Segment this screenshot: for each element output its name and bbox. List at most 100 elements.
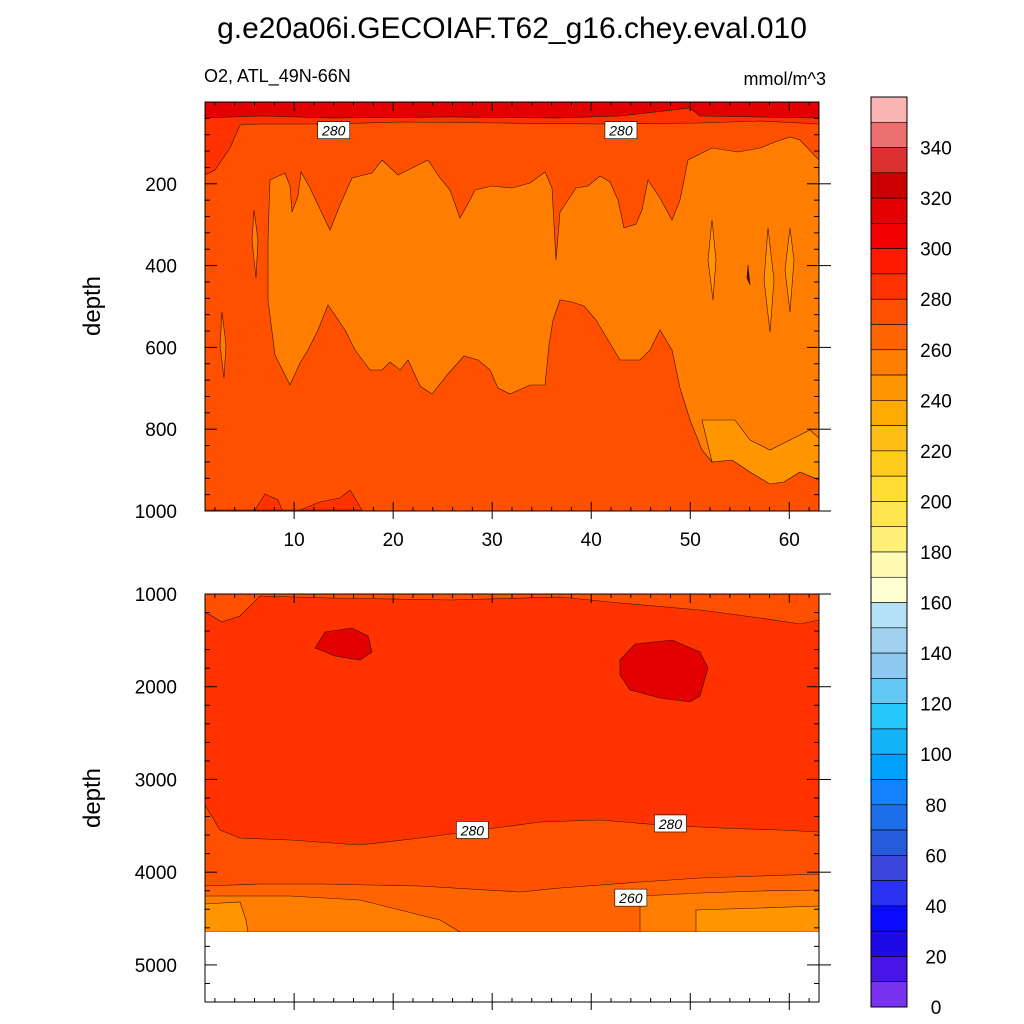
colorbar-label: 100 [920,745,952,766]
colorbar-swatch [870,526,908,553]
colorbar-label: 60 [925,846,946,867]
colorbar-frame [870,96,908,1008]
colorbar-swatch [870,627,908,654]
colorbar-swatch [870,981,908,1008]
upper-contour-fill-patch-edge [219,311,227,379]
upper-contour-fill-260 [267,136,819,485]
colorbar-swatch [870,121,908,148]
upper-y-tick-label: 800 [145,420,177,441]
lower-y-tick-label: 5000 [135,956,177,977]
contour-label: 280 [658,816,683,832]
upper-y-tick-label: 1000 [135,502,177,523]
colorbar-swatch [870,703,908,730]
colorbar-swatch [870,248,908,275]
colorbar-swatch [870,652,908,679]
colorbar-swatch [870,930,908,957]
contour-label-box [456,821,489,839]
upper-y-tick-label: 200 [145,175,177,196]
colorbar-swatch [870,880,908,907]
contour-label-box [654,814,687,833]
upper-y-axis-label: depth [79,276,106,336]
colorbar-swatch [870,273,908,300]
chart-title: g.e20a06i.GECOIAF.T62_g16.chey.eval.010 [217,12,807,45]
lower-contour-fill-max-left [314,627,373,661]
upper-contour-fill-patch-left [251,209,259,279]
upper-contour-fill-patch-far-right [763,227,775,333]
colorbar-swatch [870,804,908,831]
upper-tick-labels: 10 20 30 40 50 60 200 400 600 800 1000 [135,175,800,551]
lower-contour-fill-240-left [205,901,249,933]
lower-tick-labels: 1000 2000 3000 4000 5000 [135,585,177,977]
upper-x-tick-label: 40 [581,530,602,551]
colorbar-swatch [870,602,908,629]
contour-label: 280 [460,822,485,838]
colorbar-swatch [870,349,908,376]
upper-contour-fill-speck [746,264,751,286]
upper-x-tick-label: 60 [779,530,800,551]
upper-x-tick-label: 50 [680,530,701,551]
colorbar-swatch [870,779,908,806]
colorbar-swatch [870,855,908,881]
upper-contour-fill-patch-right [707,219,717,301]
colorbar-swatch [870,829,908,856]
colorbar-label: 140 [920,644,952,665]
lower-contour-fill-max-right [619,639,709,703]
colorbar-label: 260 [920,341,952,362]
upper-contour-fill-240 [701,419,819,485]
colorbar-label: 120 [920,695,952,716]
colorbar-label: 20 [925,947,946,968]
colorbar-swatch [870,425,908,452]
lower-contour-fill-top [205,594,819,625]
colorbar-swatch [870,223,908,249]
lower-y-tick-label: 4000 [135,863,177,884]
colorbar-label: 240 [920,391,952,412]
lower-panel-plot: 1000 2000 3000 4000 5000 depth 280 280 260 [79,585,831,1010]
colorbar-swatch [870,475,908,502]
colorbar-swatch [870,501,908,528]
contour-label: 260 [618,890,643,906]
upper-y-tick-label: 600 [145,338,177,359]
upper-y-tick-label: 400 [145,257,177,278]
contour-label-box [317,121,351,139]
contour-label: 280 [321,123,346,139]
lower-missing-seafloor [205,932,819,1002]
upper-contour-fill-280 [205,107,819,176]
colorbar-label: 80 [925,796,946,817]
lower-axis-ticks [205,593,831,1010]
colorbar-swatch [870,576,908,603]
colorbar-swatch [870,374,908,401]
colorbar-swatch [870,678,908,704]
contour-label: 280 [608,123,633,139]
colorbar-label: 200 [920,492,952,513]
variable-region-label: O2, ATL_49N-66N [204,66,351,87]
colorbar-label: 320 [920,189,952,210]
colorbar-swatch [870,728,908,755]
colorbar-swatch [870,298,908,325]
colorbar: 3403203002802602402202001801601401201008… [870,96,952,1019]
colorbar-label: 40 [925,897,946,918]
upper-contour-fill-patch-edge-right [784,227,795,313]
lower-y-axis-label: depth [79,768,106,828]
colorbar-swatch [870,551,908,578]
units-label: mmol/m^3 [744,69,826,89]
lower-y-tick-label: 3000 [135,770,177,791]
upper-x-tick-label: 10 [284,530,305,551]
colorbar-label: 180 [920,543,952,564]
colorbar-label: 340 [920,139,952,160]
upper-axis-ticks [205,101,831,519]
colorbar-swatch [870,956,908,983]
upper-contour-fill-bottom [205,489,363,511]
lower-y-tick-label: 2000 [135,678,177,699]
upper-x-tick-label: 20 [383,530,404,551]
upper-x-tick-label: 30 [482,530,503,551]
upper-contour-labels: 280 280 [317,121,638,139]
colorbar-swatch [870,450,908,477]
colorbar-swatch [870,753,908,780]
colorbar-swatch [870,400,908,426]
contour-label-box [604,121,638,139]
colorbar-label: 300 [920,240,952,261]
contour-label-box [614,888,648,907]
colorbar-swatch [870,197,908,224]
